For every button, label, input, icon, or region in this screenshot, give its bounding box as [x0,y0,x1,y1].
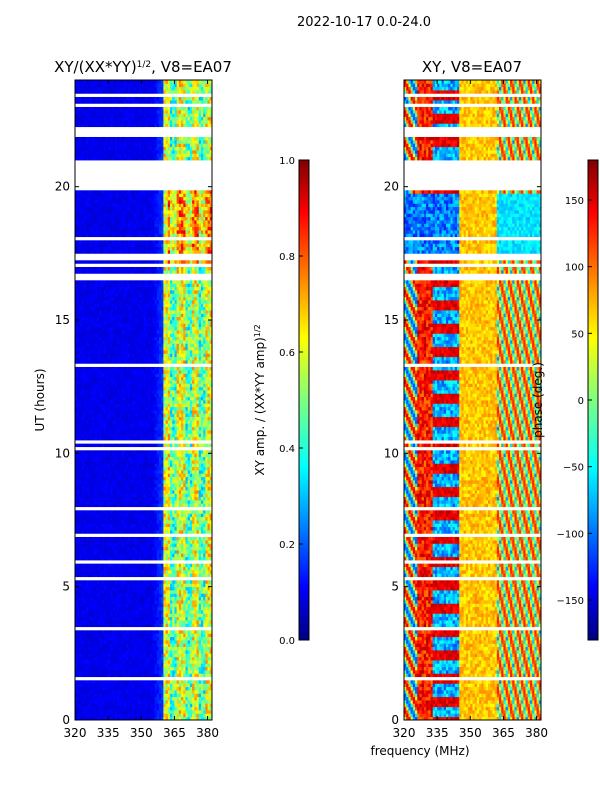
data-gap-row [75,577,212,581]
panel-amplitude-title: XY/(XX*YY)1/2, V8=EA07 [54,58,232,76]
amplitude-heatmap [75,80,212,720]
data-gap-row [75,533,212,537]
data-gap-row [75,627,212,631]
data-gap-row [75,440,212,444]
data-gap-row [75,447,212,451]
data-gap-row [75,677,212,681]
figure-suptitle: 2022-10-17 0.0-24.0 [297,15,431,30]
panel-amplitude: XY/(XX*YY)1/2, V8=EA07 320 335 350 365 38005… [33,58,232,740]
figure: 2022-10-17 0.0-24.0 XY/(XX*YY)1/2, V8=EA… [0,0,600,800]
data-gap-row [75,560,212,564]
data-gap-row [75,507,212,511]
